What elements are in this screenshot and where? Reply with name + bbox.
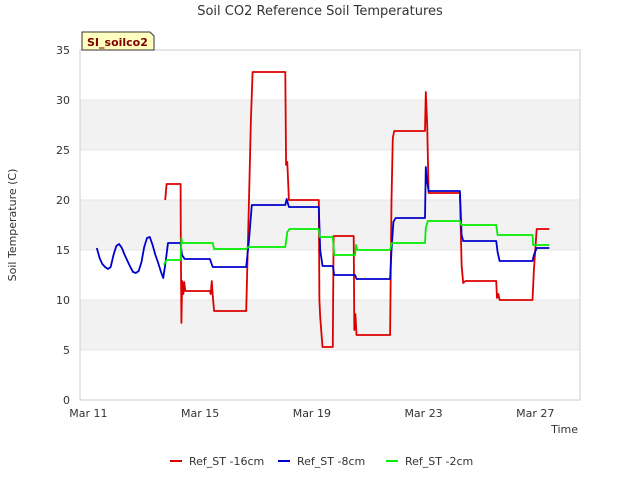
series-lines	[95, 71, 550, 348]
x-tick-label: Mar 27	[516, 407, 554, 420]
x-tick-label: Mar 11	[69, 407, 107, 420]
grid-band	[80, 300, 580, 350]
site-tag-box	[81, 31, 155, 51]
legend-label: Ref_ST -2cm	[405, 455, 473, 468]
y-axis-ticks: 0 5 10 15 20 25 30 35	[56, 44, 70, 407]
chart-title: Soil CO2 Reference Soil Temperatures	[197, 4, 443, 19]
site-tag: SI_soilco2	[81, 31, 155, 51]
y-tick-label: 20	[56, 194, 70, 207]
legend-label: Ref_ST -16cm	[189, 455, 264, 468]
grid-band	[80, 100, 580, 150]
x-tick-label: Mar 23	[404, 407, 442, 420]
plot-frame	[79, 49, 581, 401]
y-tick-label: 15	[56, 244, 70, 257]
x-axis-label: Time	[550, 423, 578, 436]
site-tag-label: SI_soilco2	[87, 36, 148, 49]
x-tick-label: Mar 15	[181, 407, 219, 420]
series-line-2	[95, 166, 550, 280]
y-tick-label: 0	[63, 394, 70, 407]
y-tick-label: 35	[56, 44, 70, 57]
x-tick-label: Mar 19	[293, 407, 331, 420]
y-tick-label: 25	[56, 144, 70, 157]
y-tick-label: 30	[56, 94, 70, 107]
series-line-3	[163, 220, 550, 266]
x-axis-ticks: Mar 11 Mar 15 Mar 19 Mar 23 Mar 27	[69, 407, 554, 420]
y-tick-label: 10	[56, 294, 70, 307]
legend: Ref_ST -16cm Ref_ST -8cm Ref_ST -2cm	[170, 455, 473, 468]
grid-band	[80, 200, 580, 250]
y-tick-label: 5	[63, 344, 70, 357]
y-axis-label: Soil Temperature (C)	[6, 169, 19, 282]
legend-label: Ref_ST -8cm	[297, 455, 365, 468]
series-line-1	[164, 71, 550, 348]
